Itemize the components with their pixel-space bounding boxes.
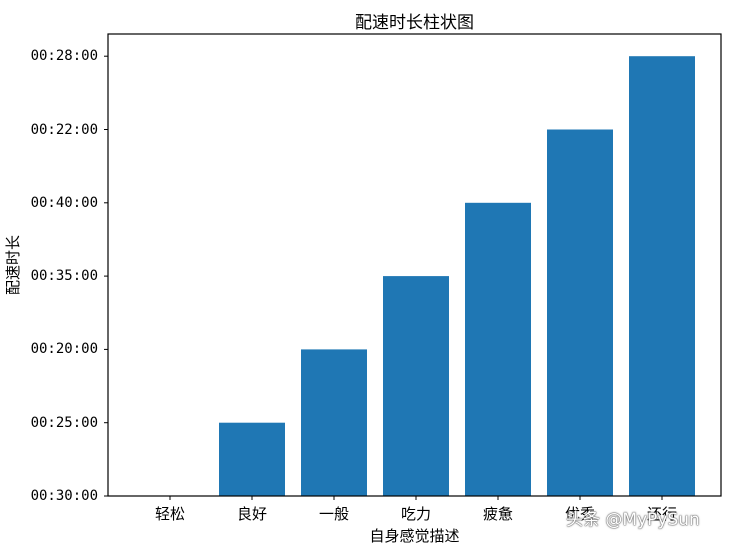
- bar: [383, 276, 449, 496]
- y-tick-label: 00:25:00: [30, 414, 98, 431]
- bar: [629, 56, 695, 496]
- y-tick-label: 00:35:00: [30, 268, 98, 285]
- x-axis-label: 自身感觉描述: [369, 527, 460, 545]
- y-tick-label: 00:28:00: [30, 48, 98, 65]
- y-tick-label: 00:22:00: [30, 121, 98, 138]
- x-tick-label: 优秀: [564, 505, 595, 523]
- x-tick-label: 疲惫: [482, 505, 513, 523]
- x-tick-label: 吃力: [400, 505, 431, 523]
- y-tick-label: 00:20:00: [30, 341, 98, 358]
- x-tick-label: 轻松: [154, 505, 185, 523]
- plot-frame: [107, 33, 722, 497]
- y-tick-label: 00:40:00: [30, 194, 98, 211]
- x-tick-label: 良好: [236, 505, 267, 523]
- bar: [219, 422, 285, 496]
- watermark: 头条 @MyPySun: [566, 510, 700, 530]
- bar: [547, 129, 613, 496]
- x-tick-marks: [169, 496, 663, 500]
- y-tick-marks: [104, 55, 108, 497]
- x-tick-label: 一般: [318, 505, 349, 523]
- bars-group: [219, 56, 695, 497]
- y-axis-label: 配速时长: [4, 234, 22, 296]
- bar: [301, 349, 367, 496]
- bar: [465, 202, 531, 497]
- chart-title: 配速时长柱状图: [355, 13, 474, 33]
- y-tick-label: 00:30:00: [30, 488, 98, 504]
- x-tick-label: 还行: [646, 505, 677, 523]
